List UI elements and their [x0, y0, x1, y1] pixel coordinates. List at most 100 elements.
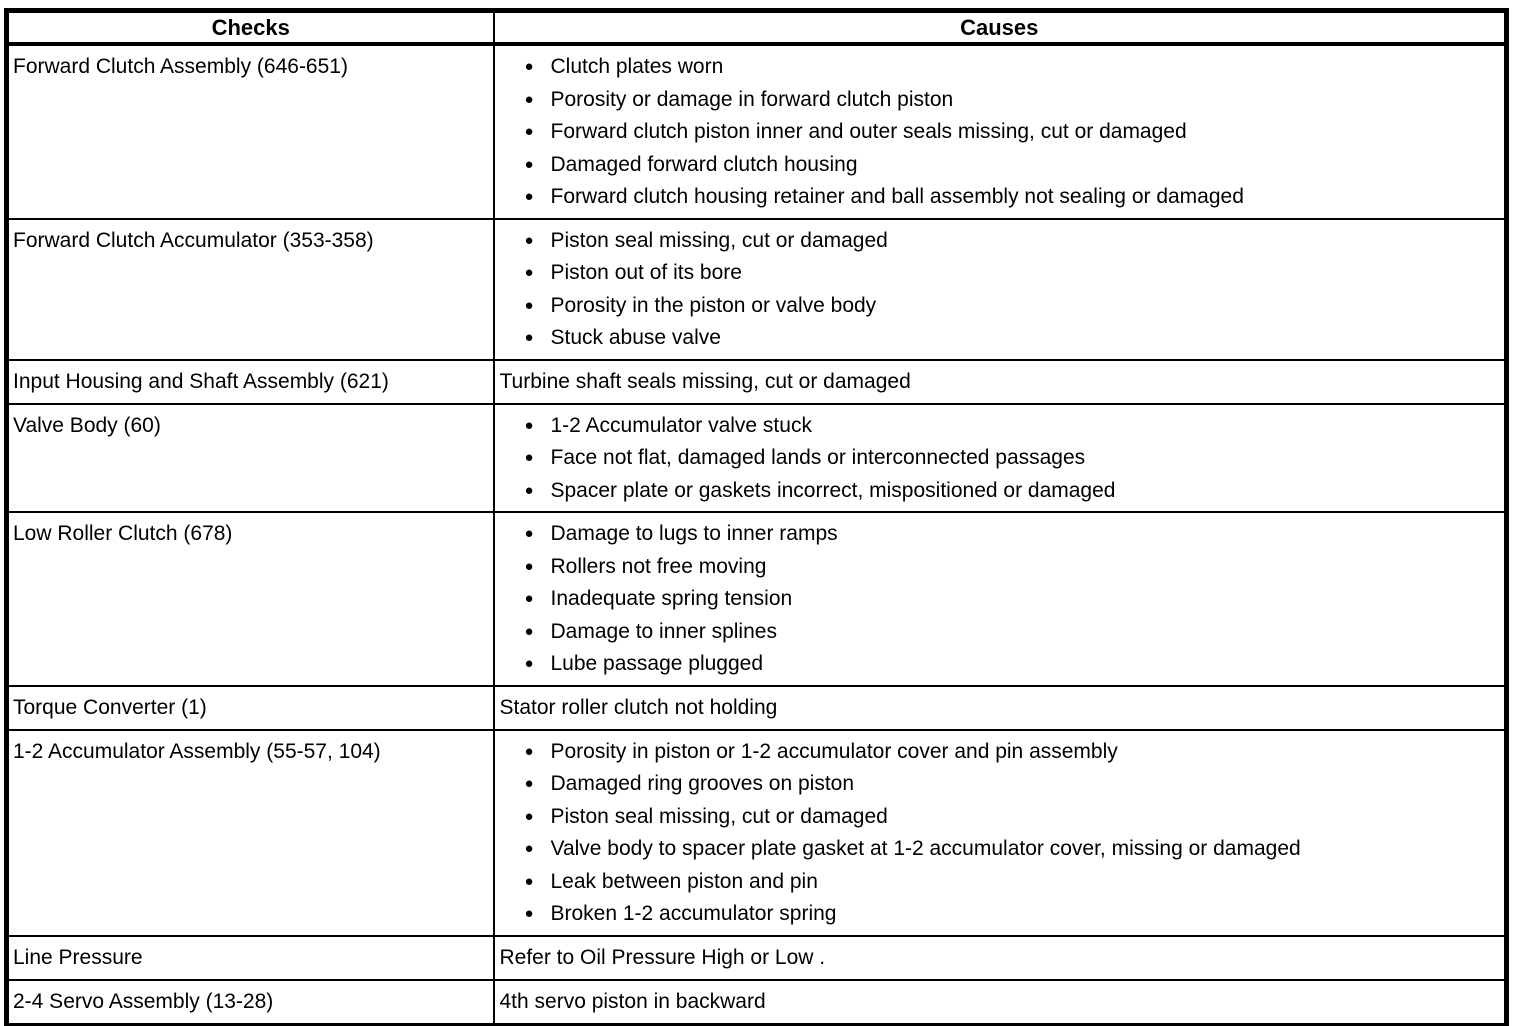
- cause-item: ● Inadequate spring tension: [500, 583, 1501, 616]
- table-row: Forward Clutch Accumulator (353-358) ● Pis…: [5, 217, 1508, 361]
- bullet-icon: ●: [524, 525, 534, 542]
- causes-cell: Turbine shaft seals missing, cut or dama…: [492, 358, 1508, 405]
- causes-list: ● 1-2 Accumulator valve stuck ● Face not fl…: [500, 410, 1501, 508]
- cause-item: ● Porosity in piston or 1-2 accumulator c…: [500, 736, 1501, 769]
- cause-text: 1-2 Accumulator valve stuck: [550, 413, 812, 437]
- bullet-icon: ●: [524, 264, 534, 281]
- cause-text: Valve body to spacer plate gasket at 1-2…: [550, 837, 1301, 860]
- check-cell: Line Pressure: [5, 934, 495, 981]
- cause-item: ● Clutch plates worn: [500, 51, 1501, 84]
- cause-item: ● Spacer plate or gaskets incorrect, misp…: [500, 475, 1501, 508]
- transmission-diagnosis-table: Checks Causes Forward Clutch Assembly (6…: [4, 8, 1509, 1026]
- bullet-icon: ●: [524, 416, 534, 434]
- bullet-icon: ●: [524, 807, 534, 825]
- cause-text: Forward clutch housing retainer and ball…: [550, 185, 1244, 208]
- causes-list: ● Porosity in piston or 1-2 accumulator c…: [500, 736, 1501, 931]
- cause-text: Porosity in the piston or valve body: [550, 293, 877, 317]
- cause-text: Forward clutch piston inner and outer se…: [550, 120, 1187, 143]
- bullet-icon: ●: [524, 590, 534, 607]
- bullet-icon: ●: [524, 188, 534, 205]
- cause-text: Porosity in piston or 1-2 accumulator co…: [550, 739, 1118, 763]
- cause-item: ● Damaged ring grooves on piston: [500, 768, 1501, 801]
- cause-item: ● Damaged forward clutch housing: [500, 149, 1501, 182]
- cause-item: ● Piston out of its bore: [500, 257, 1501, 290]
- cause-item: ● Stuck abuse valve: [500, 322, 1501, 355]
- cause-item: ● Porosity in the piston or valve body: [500, 290, 1501, 323]
- causes-cell: ● Damage to lugs to inner ramps ● Rollers n…: [492, 511, 1508, 687]
- cause-text: Damage to inner splines: [550, 619, 777, 643]
- table-row: Forward Clutch Assembly (646-651) ● Clutch…: [5, 43, 1508, 220]
- bullet-icon: ●: [524, 123, 534, 140]
- cause-text: Clutch plates worn: [550, 55, 724, 78]
- causes-cell: Refer to Oil Pressure High or Low .: [492, 934, 1508, 981]
- bullet-icon: ●: [524, 742, 534, 760]
- bullet-icon: ●: [524, 296, 534, 314]
- check-cell: 1-2 Accumulator Assembly (55-57, 104): [5, 728, 495, 937]
- cause-text: Rollers not free moving: [550, 554, 767, 578]
- bullet-icon: ●: [524, 775, 534, 792]
- bullet-icon: ●: [524, 655, 534, 672]
- cause-text: 4th servo piston in backward: [499, 989, 766, 1013]
- table-row: Low Roller Clutch (678) ● Damage to lugs t…: [5, 511, 1508, 687]
- check-cell: Forward Clutch Assembly (646-651): [5, 43, 495, 220]
- bullet-icon: ●: [524, 622, 534, 640]
- cause-text: Leak between piston and pin: [550, 869, 818, 893]
- cause-item: ● Damage to lugs to inner ramps: [500, 518, 1501, 551]
- column-header-checks: Checks: [5, 9, 495, 46]
- cause-item: ● Rollers not free moving: [500, 551, 1501, 584]
- cause-text: Piston out of its bore: [550, 261, 742, 284]
- bullet-icon: ●: [524, 58, 534, 75]
- bullet-icon: ●: [524, 90, 534, 108]
- causes-list: ● Damage to lugs to inner ramps ● Rollers n…: [500, 518, 1501, 681]
- cause-text: Spacer plate or gaskets incorrect, mispo…: [550, 478, 1116, 502]
- causes-list: ● Clutch plates worn ● Porosity or damage i…: [500, 51, 1501, 214]
- bullet-icon: ●: [524, 905, 534, 922]
- cause-text: Piston seal missing, cut or damaged: [550, 228, 888, 252]
- table-row: Valve Body (60) ● 1-2 Accumulator valve st…: [5, 402, 1508, 513]
- cause-item: ● Forward clutch housing retainer and bal…: [500, 181, 1501, 214]
- cause-text: Turbine shaft seals missing, cut or dama…: [499, 369, 911, 393]
- table-row: Line Pressure Refer to Oil Pressure High …: [5, 934, 1508, 981]
- check-cell: 2-4 Servo Assembly (13-28): [5, 978, 495, 1026]
- cause-text: Stator roller clutch not holding: [499, 695, 778, 719]
- header-row: Checks Causes: [5, 9, 1508, 46]
- bullet-icon: ●: [524, 872, 534, 890]
- causes-cell: ● 1-2 Accumulator valve stuck ● Face not fl…: [492, 402, 1508, 513]
- cause-text: Lube passage plugged: [550, 652, 764, 675]
- bullet-icon: ●: [524, 155, 534, 173]
- column-header-causes: Causes: [492, 9, 1508, 46]
- cause-item: ● Leak between piston and pin: [500, 866, 1501, 899]
- cause-text: Damaged forward clutch housing: [550, 152, 858, 176]
- check-cell: Forward Clutch Accumulator (353-358): [5, 217, 495, 361]
- cause-item: ● Valve body to spacer plate gasket at 1-…: [500, 833, 1501, 866]
- cause-text: Porosity or damage in forward clutch pis…: [550, 87, 954, 111]
- cause-text: Inadequate spring tension: [550, 587, 793, 610]
- cause-item: ● Porosity or damage in forward clutch pi…: [500, 84, 1501, 117]
- check-cell: Input Housing and Shaft Assembly (621): [5, 358, 495, 405]
- table-row: Input Housing and Shaft Assembly (621) Tu…: [5, 358, 1508, 405]
- cause-text: Piston seal missing, cut or damaged: [550, 804, 888, 828]
- table-row: 1-2 Accumulator Assembly (55-57, 104) ● Po…: [5, 728, 1508, 937]
- cause-text: Refer to Oil Pressure High or Low .: [499, 945, 826, 969]
- causes-cell: ● Clutch plates worn ● Porosity or damage i…: [492, 43, 1508, 220]
- check-cell: Low Roller Clutch (678): [5, 511, 495, 687]
- cause-item: ● Lube passage plugged: [500, 648, 1501, 681]
- bullet-icon: ●: [524, 329, 534, 346]
- cause-item: ● Forward clutch piston inner and outer s…: [500, 116, 1501, 149]
- causes-cell: Stator roller clutch not holding: [492, 684, 1508, 731]
- cause-item: ● Broken 1-2 accumulator spring: [500, 898, 1501, 931]
- table-row: 2-4 Servo Assembly (13-28) 4th servo pist…: [5, 978, 1508, 1026]
- bullet-icon: ●: [524, 449, 534, 466]
- bullet-icon: ●: [524, 481, 534, 499]
- cause-text: Broken 1-2 accumulator spring: [550, 902, 837, 925]
- causes-cell: ● Piston seal missing, cut or damaged ● Pis…: [492, 217, 1508, 361]
- bullet-icon: ●: [524, 557, 534, 575]
- cause-text: Stuck abuse valve: [550, 326, 721, 349]
- check-cell: Valve Body (60): [5, 402, 495, 513]
- cause-text: Damaged ring grooves on piston: [550, 772, 855, 795]
- cause-text: Damage to lugs to inner ramps: [550, 522, 838, 545]
- cause-text: Face not flat, damaged lands or intercon…: [550, 446, 1086, 469]
- cause-item: ● Face not flat, damaged lands or interco…: [500, 442, 1501, 475]
- check-cell: Torque Converter (1): [5, 684, 495, 731]
